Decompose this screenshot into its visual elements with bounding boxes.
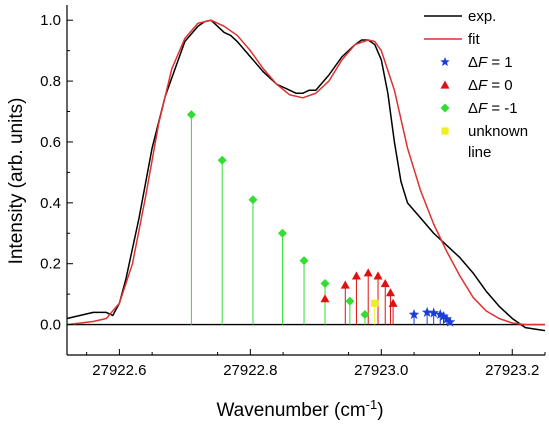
- data-point-star: [444, 316, 456, 327]
- data-point-triangle: [340, 280, 350, 289]
- x-tick-label: 27923.0: [354, 362, 408, 379]
- data-point-triangle: [373, 271, 383, 280]
- legend-swatch-diamond: [440, 103, 450, 113]
- y-tick-label: 0.2: [40, 256, 61, 273]
- data-point-triangle: [363, 268, 373, 277]
- legend-swatch-square: [441, 127, 449, 135]
- data-point-square: [371, 299, 379, 307]
- legend-label: exp.: [468, 8, 496, 25]
- data-point-star: [438, 310, 449, 321]
- legend-label-rest: = -1: [487, 100, 517, 117]
- data-point-diamond: [248, 195, 258, 205]
- y-tick-label: 0.6: [40, 134, 61, 151]
- legend-label-F: F: [478, 100, 488, 117]
- data-point-triangle: [351, 271, 361, 280]
- y-tick-label: 0.4: [40, 195, 61, 212]
- data-point-triangle: [380, 278, 390, 288]
- data-point-diamond: [345, 296, 355, 306]
- data-point-triangle: [320, 294, 330, 303]
- data-point-star: [408, 309, 420, 319]
- y-axis-title: Intensity (arb. units): [6, 98, 27, 265]
- x-axis-title-main: Wavenumber (cm: [216, 400, 365, 421]
- data-point-diamond: [299, 256, 309, 266]
- legend-label-delta: Δ: [468, 100, 478, 117]
- plot-area: [66, 19, 546, 332]
- legend-label: unknown: [468, 123, 528, 140]
- legend-label-rest: = 1: [487, 54, 512, 71]
- legend-label-delta: Δ: [468, 54, 478, 71]
- x-tick-label: 27922.6: [92, 362, 146, 379]
- data-point-diamond: [320, 278, 330, 288]
- data-point-diamond: [277, 228, 287, 238]
- x-tick-label: 27923.2: [485, 362, 539, 379]
- legend-label: ΔF = 1: [468, 54, 513, 71]
- data-point-diamond: [217, 155, 227, 165]
- data-point-triangle: [388, 298, 398, 307]
- data-point-star: [421, 306, 433, 317]
- data-point-triangle: [385, 288, 395, 297]
- legend-label-F: F: [478, 54, 488, 71]
- y-tick-label: 1.0: [40, 12, 61, 29]
- series-line: [66, 19, 545, 326]
- legend-label-F: F: [478, 77, 488, 94]
- x-axis-title: Wavenumber (cm-1): [216, 397, 383, 421]
- data-point-diamond: [360, 310, 370, 320]
- legend-label: line: [468, 144, 491, 161]
- legend-label-rest: = 0: [487, 77, 512, 94]
- legend-label: ΔF = 0: [468, 77, 513, 94]
- x-tick-label: 27922.8: [223, 362, 277, 379]
- legend-label-delta: Δ: [468, 77, 478, 94]
- legend-swatch-star: [440, 57, 450, 67]
- legend-label: fit: [468, 31, 481, 48]
- x-axis-title-superscript: -1: [366, 397, 378, 412]
- y-tick-label: 0.8: [40, 73, 61, 90]
- data-point-star: [428, 307, 439, 318]
- x-axis-title-close: ): [377, 400, 383, 421]
- data-point-star: [441, 313, 453, 324]
- legend-swatch-triangle: [440, 80, 450, 89]
- data-point-star: [435, 309, 446, 319]
- legend-label: ΔF = -1: [468, 100, 518, 117]
- axes: 0.0 0.2 0.4 0.6 0.8 1.0 27922.6 27922.8 27923.0 2…: [40, 5, 546, 379]
- y-tick-label: 0.0: [40, 317, 61, 334]
- data-point-diamond: [186, 110, 196, 120]
